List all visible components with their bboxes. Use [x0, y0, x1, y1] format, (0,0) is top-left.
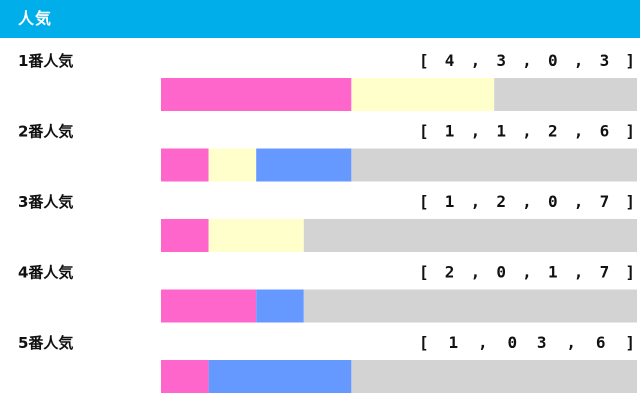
- row-label-4: 4番人気: [18, 264, 73, 282]
- record-text-5: [ 1 , 0 3 , 6 ]: [419, 333, 635, 352]
- bar-segment-row3-2: [208, 219, 304, 252]
- record-text-3: [ 1 , 2 , 0 , 7 ]: [419, 192, 635, 211]
- chart-header: 人気: [0, 0, 640, 38]
- record-text-1: [ 4 , 3 , 0 , 3 ]: [419, 51, 635, 70]
- bar-segment-row4-4: [303, 289, 637, 323]
- bar-segment-row1-2: [351, 78, 495, 111]
- row-label-1: 1番人気: [18, 52, 73, 70]
- bar-segment-row1-1: [161, 78, 352, 111]
- bar-segment-row1-4: [494, 78, 637, 111]
- bar-segment-row5-3: [208, 360, 352, 393]
- bar-segment-row2-4: [351, 148, 637, 182]
- bar-segment-row2-1: [161, 148, 209, 182]
- bar-segment-row3-4: [303, 219, 637, 252]
- bar-segment-row5-1: [161, 360, 209, 393]
- bar-segment-row3-1: [161, 219, 209, 252]
- bar-segment-row4-3: [256, 289, 304, 323]
- bar-segment-row2-2: [208, 148, 257, 182]
- bar-segment-row5-4: [351, 360, 637, 393]
- record-text-4: [ 2 , 0 , 1 , 7 ]: [419, 263, 635, 282]
- record-text-2: [ 1 , 1 , 2 , 6 ]: [419, 122, 635, 141]
- chart-title: 人気: [18, 9, 53, 28]
- row-label-5: 5番人気: [18, 334, 73, 352]
- row-label-3: 3番人気: [18, 193, 73, 211]
- row-label-2: 2番人気: [18, 123, 73, 141]
- bar-segment-row2-3: [256, 148, 352, 182]
- bar-segment-row4-1: [161, 289, 257, 323]
